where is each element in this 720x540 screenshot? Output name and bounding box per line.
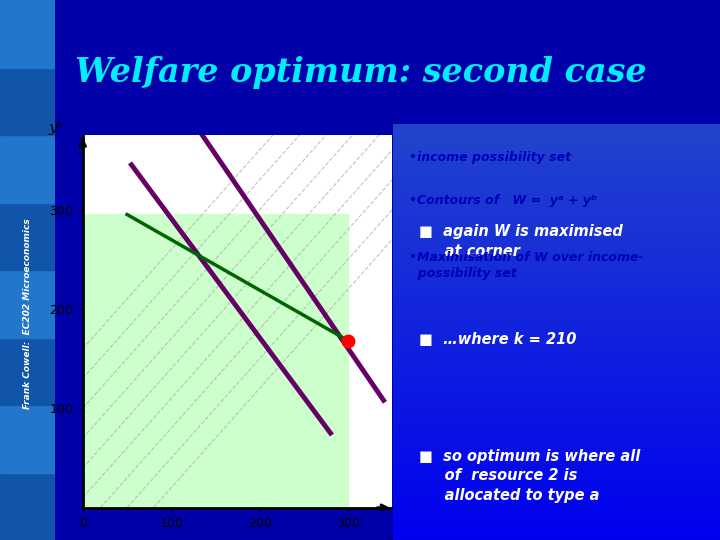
- Bar: [0, 270, 55, 338]
- Bar: [0, 472, 55, 540]
- Text: •income possibility set: •income possibility set: [408, 151, 571, 164]
- Text: ■  …where k = 210: ■ …where k = 210: [419, 332, 577, 347]
- Text: •Maximisation of W over income-
  possibility set: •Maximisation of W over income- possibil…: [408, 251, 643, 280]
- Bar: [0, 338, 55, 405]
- Bar: [0, 202, 55, 270]
- Bar: [0, 68, 55, 135]
- Polygon shape: [83, 214, 348, 508]
- Text: •Contours of   W =  yᵃ + yᵇ: •Contours of W = yᵃ + yᵇ: [408, 194, 597, 207]
- Bar: [0, 405, 55, 472]
- Text: yᵇ: yᵇ: [49, 120, 63, 135]
- Text: Frank Cowell:  EC202 Microeconomics: Frank Cowell: EC202 Microeconomics: [23, 218, 32, 409]
- Bar: [0, 0, 55, 68]
- Text: ■  so optimum is where all
     of  resource 2 is
     allocated to type a: ■ so optimum is where all of resource 2 …: [419, 449, 641, 503]
- Text: Welfare optimum: second case: Welfare optimum: second case: [75, 56, 647, 89]
- Text: ■  again W is maximised
     at corner: ■ again W is maximised at corner: [419, 224, 623, 259]
- Bar: [0, 135, 55, 202]
- Text: yᵃ: yᵃ: [381, 537, 395, 540]
